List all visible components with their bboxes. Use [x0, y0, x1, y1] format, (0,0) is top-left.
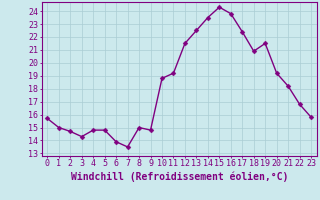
X-axis label: Windchill (Refroidissement éolien,°C): Windchill (Refroidissement éolien,°C) [70, 171, 288, 182]
